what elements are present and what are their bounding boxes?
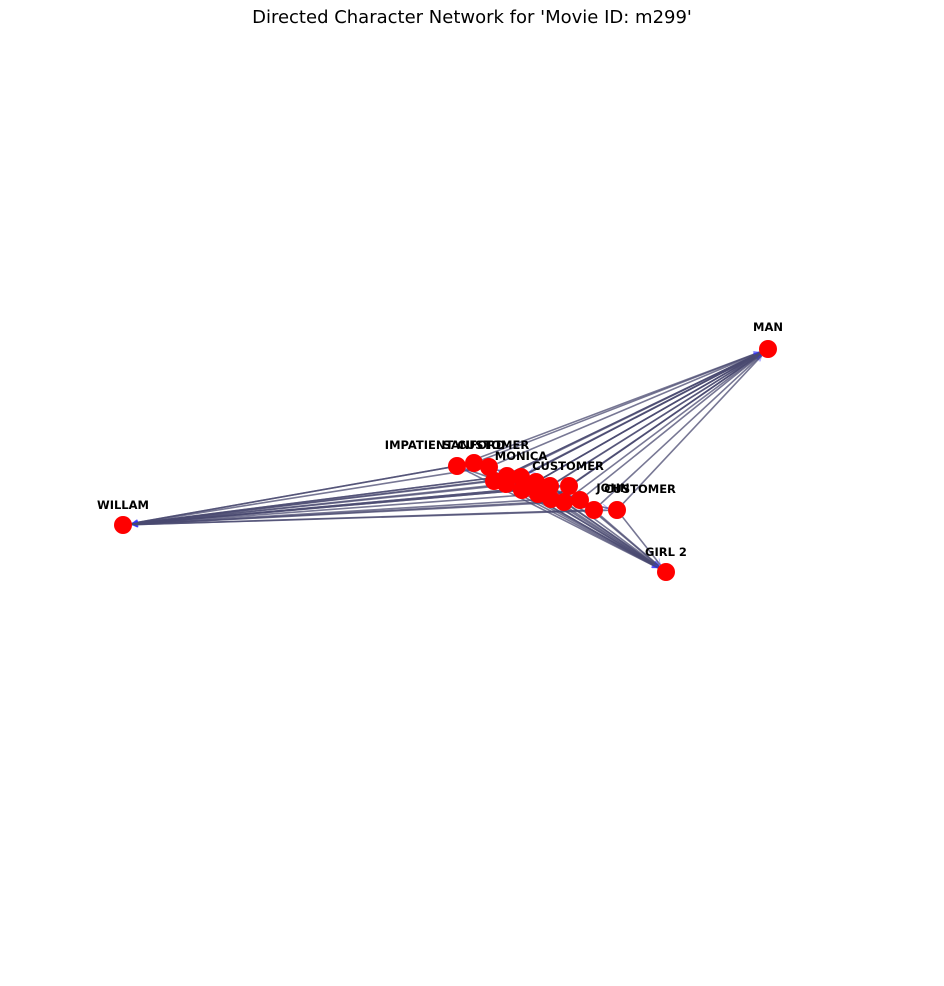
node-man	[759, 340, 777, 358]
node-label-willam: WILLAM	[97, 498, 149, 512]
node-customer	[560, 477, 578, 495]
node-label-monica: MONICA	[495, 449, 548, 463]
edge-j-to-willam	[132, 499, 572, 524]
node-label-man: MAN	[753, 320, 783, 334]
edge-monica-to-willam	[132, 467, 481, 523]
node-label-john: JOHN	[595, 481, 629, 495]
node-monica	[480, 458, 498, 476]
edge-sanford-to-willam	[132, 463, 466, 524]
edge-man-to-a	[502, 352, 761, 478]
node-label-sanford: SANFORD	[443, 438, 506, 452]
node-f	[513, 481, 531, 499]
node-impatient-customer	[448, 457, 466, 475]
edge-man-to-h	[558, 353, 762, 495]
edge-man-to-f	[530, 352, 761, 487]
edge-customer-2-to-willam	[132, 509, 609, 524]
node-willam	[114, 516, 132, 534]
node-c	[512, 468, 530, 486]
node-label-customer-2: CUSTOMER	[604, 482, 676, 496]
edge-customer-2-to-man	[622, 356, 763, 504]
node-label-impatient-customer: IMPATIENT CUSTOMER	[385, 438, 530, 452]
edge-willam-to-b	[131, 477, 498, 525]
edge-man-to-c	[529, 352, 761, 474]
edge-john-to-girl-2	[600, 515, 659, 567]
edge-monica-to-man	[496, 353, 759, 465]
edge-customer-2-to-girl-2	[621, 516, 662, 565]
node-label-girl-2: GIRL 2	[645, 545, 687, 559]
edge-k-to-willam	[132, 484, 498, 524]
edge-john-to-man	[600, 354, 762, 505]
node-layer	[114, 340, 777, 581]
edge-h-to-girl-2	[558, 503, 659, 568]
node-john	[585, 501, 603, 519]
node-i	[555, 493, 573, 511]
edge-layer	[131, 352, 763, 569]
edge-i-to-man	[570, 353, 761, 498]
node-j	[571, 491, 589, 509]
edge-g-to-man	[545, 353, 761, 490]
node-customer-2	[608, 501, 626, 519]
edge-i-to-girl-2	[570, 506, 658, 568]
edge-g-to-willam	[132, 493, 530, 525]
node-sanford	[465, 454, 483, 472]
node-label-customer: CUSTOMER	[532, 459, 604, 473]
chart-title: Directed Character Network for 'Movie ID…	[252, 7, 692, 28]
edge-j-to-man	[586, 354, 761, 495]
node-girl-2	[657, 563, 675, 581]
label-layer: MAN WILLAM GIRL 2 IMPATIENT CUSTOMERSANFORD…	[97, 320, 783, 559]
edge-sanford-to-man	[482, 352, 759, 461]
edge-willam-to-e	[131, 487, 541, 525]
node-k	[497, 475, 515, 493]
